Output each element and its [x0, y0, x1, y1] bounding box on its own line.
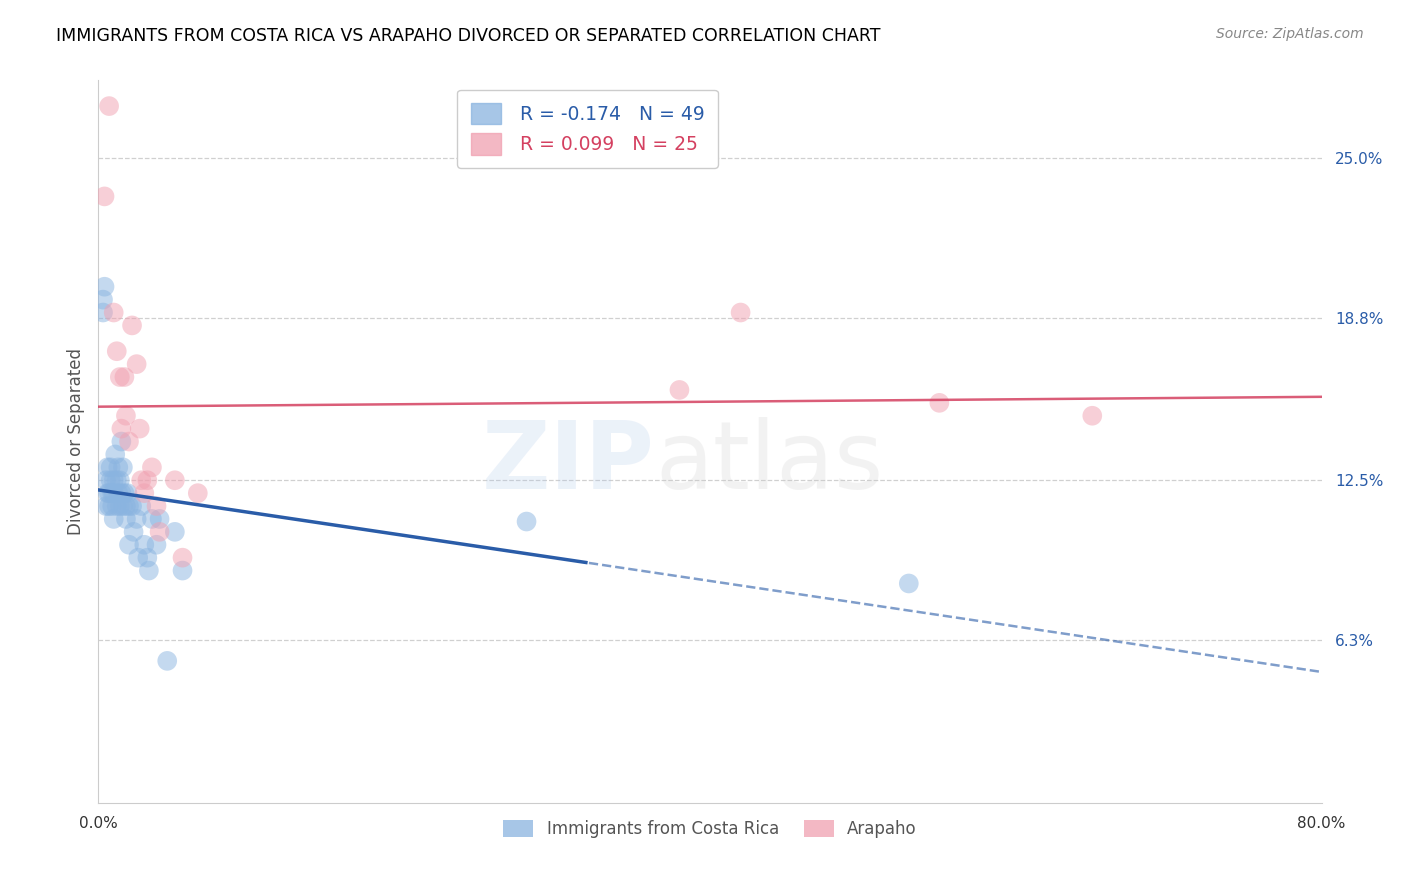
Point	[101, 499, 124, 513]
Point	[105, 499, 128, 513]
Point	[115, 512, 138, 526]
Point	[112, 486, 135, 500]
Point	[125, 512, 148, 526]
Point	[141, 460, 163, 475]
Point	[134, 486, 156, 500]
Point	[668, 383, 690, 397]
Point	[100, 473, 122, 487]
Point	[149, 512, 172, 526]
Point	[145, 538, 167, 552]
Point	[103, 486, 125, 500]
Point	[111, 460, 134, 475]
Text: IMMIGRANTS FROM COSTA RICA VS ARAPAHO DIVORCED OR SEPARATED CORRELATION CHART: IMMIGRANTS FROM COSTA RICA VS ARAPAHO DI…	[56, 27, 880, 45]
Point	[94, 473, 117, 487]
Point	[115, 409, 138, 423]
Point	[101, 486, 124, 500]
Point	[163, 473, 186, 487]
Point	[91, 293, 114, 307]
Point	[141, 512, 163, 526]
Point	[91, 305, 114, 319]
Point	[110, 422, 132, 436]
Legend: Immigrants from Costa Rica, Arapaho: Immigrants from Costa Rica, Arapaho	[496, 814, 924, 845]
Point	[129, 499, 152, 513]
Text: atlas: atlas	[655, 417, 883, 509]
Y-axis label: Divorced or Separated: Divorced or Separated	[66, 348, 84, 535]
Point	[98, 499, 121, 513]
Point	[145, 499, 167, 513]
Point	[149, 524, 172, 539]
Point	[108, 473, 131, 487]
Point	[108, 499, 131, 513]
Point	[122, 524, 145, 539]
Point	[928, 396, 950, 410]
Point	[117, 486, 139, 500]
Point	[110, 434, 132, 449]
Point	[97, 460, 120, 475]
Point	[129, 473, 152, 487]
Point	[115, 499, 138, 513]
Point	[108, 370, 131, 384]
Point	[172, 564, 194, 578]
Text: ZIP: ZIP	[482, 417, 655, 509]
Point	[121, 499, 143, 513]
Point	[1081, 409, 1104, 423]
Point	[118, 538, 141, 552]
Point	[112, 370, 135, 384]
Point	[93, 189, 115, 203]
Point	[110, 486, 132, 500]
Point	[104, 447, 127, 461]
Point	[105, 473, 128, 487]
Point	[897, 576, 920, 591]
Point	[100, 460, 122, 475]
Point	[134, 538, 156, 552]
Point	[107, 460, 129, 475]
Point	[187, 486, 209, 500]
Point	[172, 550, 194, 565]
Point	[125, 357, 148, 371]
Point	[730, 305, 752, 319]
Point	[128, 422, 150, 436]
Point	[97, 486, 120, 500]
Point	[93, 279, 115, 293]
Point	[156, 654, 179, 668]
Point	[103, 473, 125, 487]
Point	[105, 344, 128, 359]
Point	[94, 499, 117, 513]
Point	[118, 434, 141, 449]
Point	[136, 473, 159, 487]
Point	[107, 486, 129, 500]
Point	[103, 512, 125, 526]
Point	[98, 99, 121, 113]
Point	[103, 305, 125, 319]
Point	[118, 499, 141, 513]
Point	[111, 499, 134, 513]
Point	[121, 318, 143, 333]
Point	[163, 524, 186, 539]
Point	[138, 564, 160, 578]
Point	[127, 550, 149, 565]
Point	[136, 550, 159, 565]
Point	[516, 515, 538, 529]
Text: Source: ZipAtlas.com: Source: ZipAtlas.com	[1216, 27, 1364, 41]
Point	[98, 486, 121, 500]
